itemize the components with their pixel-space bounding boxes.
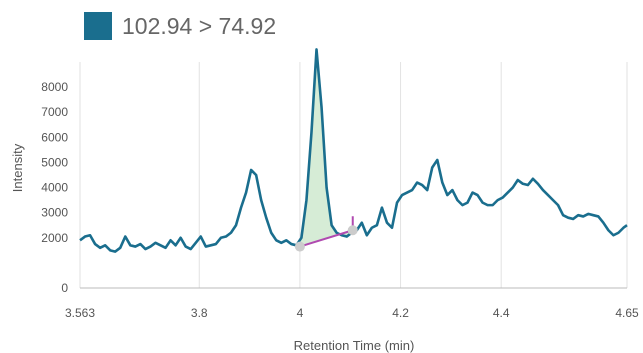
y-tick-label: 2000 bbox=[41, 231, 68, 245]
legend[interactable]: 102.94 > 74.92 bbox=[84, 10, 276, 42]
peak-baseline-end-point bbox=[347, 225, 358, 236]
x-axis-title: Retention Time (min) bbox=[294, 338, 415, 353]
y-axis-title: Intensity bbox=[10, 143, 25, 192]
grid bbox=[79, 62, 628, 288]
legend-swatch bbox=[84, 12, 112, 40]
y-tick-label: 3000 bbox=[41, 206, 68, 220]
x-tick-label: 3.563 bbox=[65, 306, 95, 320]
x-tick-label: 4.2 bbox=[392, 306, 409, 320]
y-tick-label: 7000 bbox=[41, 105, 68, 119]
peak-area bbox=[299, 49, 353, 247]
y-axis-ticks: 0 2000 3000 4000 5000 6000 7000 8000 bbox=[41, 80, 68, 295]
x-tick-label: 4.65 bbox=[615, 306, 639, 320]
y-tick-label: 6000 bbox=[41, 130, 68, 144]
y-tick-label: 8000 bbox=[41, 80, 68, 94]
x-tick-label: 4.4 bbox=[493, 306, 510, 320]
x-axis-ticks: 3.563 3.8 4 4.2 4.4 4.65 bbox=[65, 306, 639, 320]
x-tick-label: 4 bbox=[297, 306, 304, 320]
y-tick-label: 5000 bbox=[41, 155, 68, 169]
y-tick-label: 4000 bbox=[41, 181, 68, 195]
y-tick-label: 0 bbox=[61, 281, 68, 295]
peak-baseline-start-point bbox=[294, 241, 305, 252]
legend-label: 102.94 > 74.92 bbox=[122, 12, 277, 39]
peak-baseline bbox=[299, 229, 354, 248]
x-tick-label: 3.8 bbox=[191, 306, 208, 320]
